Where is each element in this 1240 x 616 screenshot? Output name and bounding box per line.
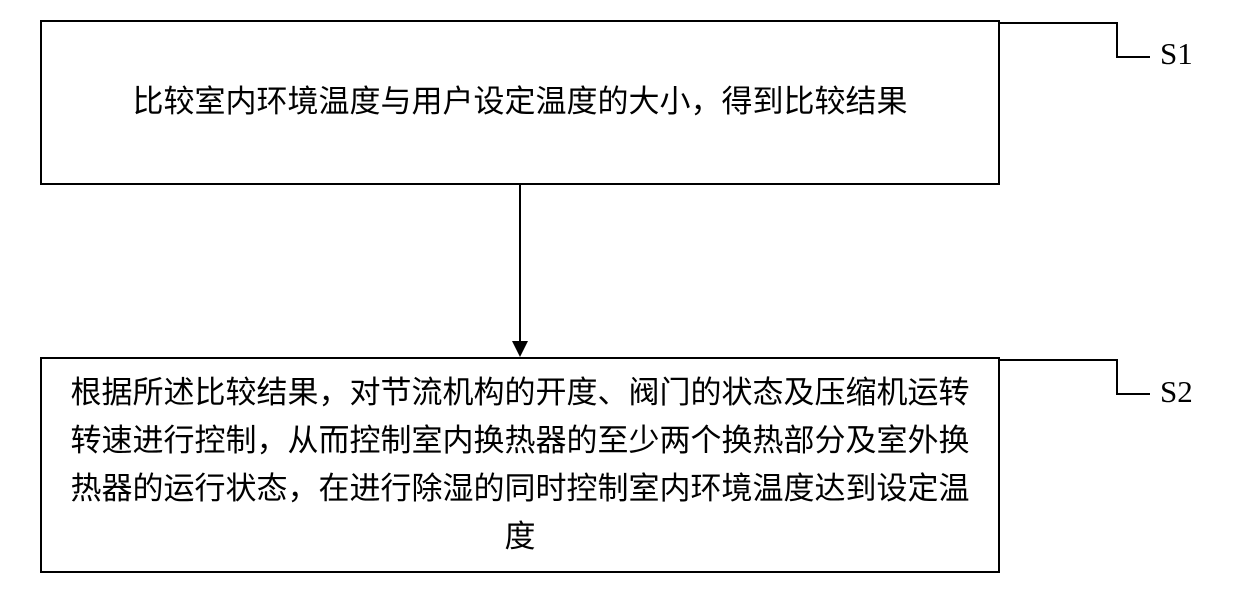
flow-step-s2: 根据所述比较结果，对节流机构的开度、阀门的状态及压缩机运转转速进行控制，从而控制… [40,357,1000,573]
flowchart-canvas: 比较室内环境温度与用户设定温度的大小，得到比较结果 S1 根据所述比较结果，对节… [0,0,1240,616]
leader-line-s2-seg2 [1116,393,1150,395]
leader-line-s1-seg0 [1000,22,1118,24]
flow-arrow-line [519,185,521,341]
leader-line-s1-seg1 [1116,22,1118,58]
flow-arrow-head-icon [512,341,528,357]
flow-step-s1: 比较室内环境温度与用户设定温度的大小，得到比较结果 [40,20,1000,185]
leader-line-s2-seg1 [1116,359,1118,395]
flow-step-s1-text: 比较室内环境温度与用户设定温度的大小，得到比较结果 [133,78,908,126]
flow-label-s2: S2 [1160,374,1193,410]
leader-line-s1-seg2 [1116,56,1150,58]
flow-label-s1: S1 [1160,36,1193,72]
leader-line-s2-seg0 [1000,359,1118,361]
flow-step-s2-text: 根据所述比较结果，对节流机构的开度、阀门的状态及压缩机运转转速进行控制，从而控制… [62,369,978,561]
